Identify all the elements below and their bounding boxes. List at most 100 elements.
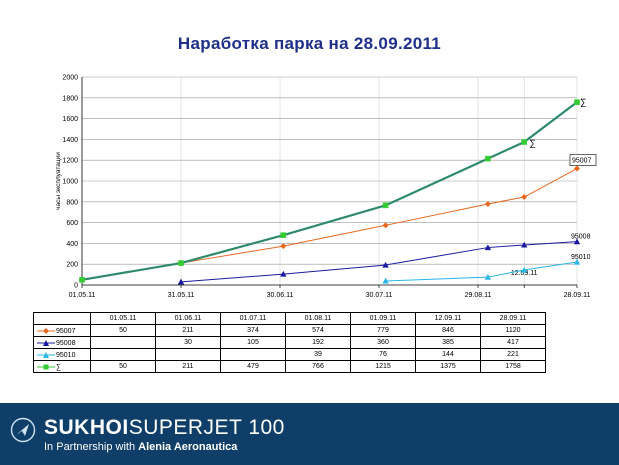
table-corner-cell <box>33 312 91 325</box>
x-tick-label: 30.07.11 <box>366 292 393 299</box>
table-cell: 846 <box>415 324 481 337</box>
table-row: 95007 50 211 374 574 779 846 1120 <box>33 324 546 337</box>
table-row: ∑ 50 211 479 766 1215 1375 1758 <box>33 360 546 373</box>
y-tick-label: 1800 <box>62 95 78 102</box>
y-tick-label: 1000 <box>62 179 78 186</box>
table-cell: 479 <box>220 360 286 373</box>
table-cell: 374 <box>220 324 286 337</box>
data-point-2 <box>484 273 492 280</box>
data-point-3 <box>485 155 491 162</box>
table-cell: 417 <box>480 336 546 349</box>
table-cell: 1120 <box>480 324 546 337</box>
series-line-2 <box>385 261 578 282</box>
table-cell: 30 <box>155 336 221 349</box>
table-cell: 1758 <box>480 360 546 373</box>
table-cell: 211 <box>155 360 221 373</box>
legend-series-name: 95010 <box>56 351 76 359</box>
data-point-1 <box>177 278 185 285</box>
data-point-3 <box>382 202 389 209</box>
data-point-0 <box>382 222 389 229</box>
data-point-3 <box>521 139 527 145</box>
x-tick-label: 01.05.11 <box>69 292 96 299</box>
data-point-0 <box>280 243 287 250</box>
table-cell: 50 <box>90 360 156 373</box>
table-cell <box>90 336 156 349</box>
table-header-cell: 12.09.11 <box>415 312 481 325</box>
x-tick-label: 31.05.11 <box>168 292 195 299</box>
legend-series-name: 95007 <box>56 327 76 335</box>
y-tick-label: 400 <box>66 241 78 248</box>
table-cell: 1215 <box>350 360 416 373</box>
plane-icon <box>10 417 36 443</box>
series-end-label: 95010 <box>571 254 591 261</box>
y-tick-label: 600 <box>66 220 78 227</box>
series-mid-label: ∑ <box>529 138 535 148</box>
data-point-2 <box>382 277 389 284</box>
data-point-1 <box>382 261 389 268</box>
x-tick-label: 28.09.11 <box>564 292 591 299</box>
table-header-cell: 01.05.11 <box>90 312 156 325</box>
series-end-label: 95007 <box>572 158 592 165</box>
y-tick-label: 2000 <box>62 75 78 82</box>
data-point-1 <box>521 241 528 248</box>
data-point-1 <box>280 270 287 277</box>
data-point-1 <box>573 238 581 245</box>
table-cell: 360 <box>350 336 416 349</box>
table-header-cell: 01.09.11 <box>350 312 416 325</box>
table-cell: 50 <box>90 324 156 337</box>
y-tick-label: 1200 <box>62 158 78 165</box>
legend-key-icon <box>37 339 55 346</box>
table-cell: 76 <box>350 348 416 361</box>
data-point-0 <box>574 165 580 172</box>
table-cell: 144 <box>415 348 481 361</box>
y-tick-label: 800 <box>66 199 78 206</box>
table-cell: 779 <box>350 324 416 337</box>
data-point-2 <box>573 258 581 265</box>
table-cell <box>220 348 286 361</box>
partnership-tagline: In Partnership with Alenia Aeronautica <box>44 441 238 453</box>
x-tick-label: 30.06.11 <box>267 292 294 299</box>
footer-banner: SUKHOISUPERJET 100 In Partnership with A… <box>0 403 619 465</box>
data-point-0 <box>521 194 528 201</box>
table-cell: 211 <box>155 324 221 337</box>
data-point-3 <box>280 232 287 238</box>
series-end-label: 95008 <box>571 234 591 241</box>
data-point-0 <box>484 200 491 207</box>
table-cell <box>90 348 156 361</box>
table-cell: 105 <box>220 336 286 349</box>
legend-cell: ∑ <box>33 360 91 373</box>
y-tick-label: 1600 <box>62 116 78 123</box>
table-cell: 192 <box>285 336 351 349</box>
table-cell: 221 <box>480 348 546 361</box>
table-cell: 574 <box>285 324 351 337</box>
legend-cell: 95007 <box>33 324 91 337</box>
legend-series-name: 95008 <box>56 339 76 347</box>
y-tick-label: 1400 <box>62 137 78 144</box>
brand-logo-text: SUKHOISUPERJET 100 <box>44 416 285 439</box>
chart-title: Наработка парка на 28.09.2011 <box>177 34 442 53</box>
table-cell: 766 <box>285 360 351 373</box>
table-cell: 39 <box>285 348 351 361</box>
legend-key-icon <box>37 351 55 358</box>
line-chart: 0 200 400 600 800 1000 1200 1400 1600 1800 2000 01.… <box>55 75 597 299</box>
series-line-1 <box>180 241 578 283</box>
y-tick-label: 0 <box>74 283 78 290</box>
legend-series-name: ∑ <box>56 363 61 371</box>
legend-key-icon <box>37 364 55 369</box>
table-cell: 385 <box>415 336 481 349</box>
table-row: 95008 30 105 192 360 385 417 <box>33 336 546 349</box>
series-label-box <box>569 154 597 166</box>
series-line-3 <box>81 101 578 281</box>
y-tick-label: 200 <box>66 262 78 269</box>
legend-cell: 95008 <box>33 336 91 349</box>
data-point-3 <box>79 277 85 283</box>
table-header-row: 01.05.11 01.06.11 01.07.11 01.08.11 01.09.11… <box>33 312 546 325</box>
data-point-1 <box>484 244 492 251</box>
table-header-cell: 01.06.11 <box>155 312 221 325</box>
y-axis-title: часы эксплуатации <box>55 152 62 210</box>
series-line-0 <box>81 168 578 281</box>
x-tick-label: 29.08.11 <box>465 292 492 299</box>
table-header-cell: 28.09.11 <box>480 312 546 325</box>
data-point-3 <box>178 260 184 266</box>
data-point-2 <box>521 266 528 273</box>
